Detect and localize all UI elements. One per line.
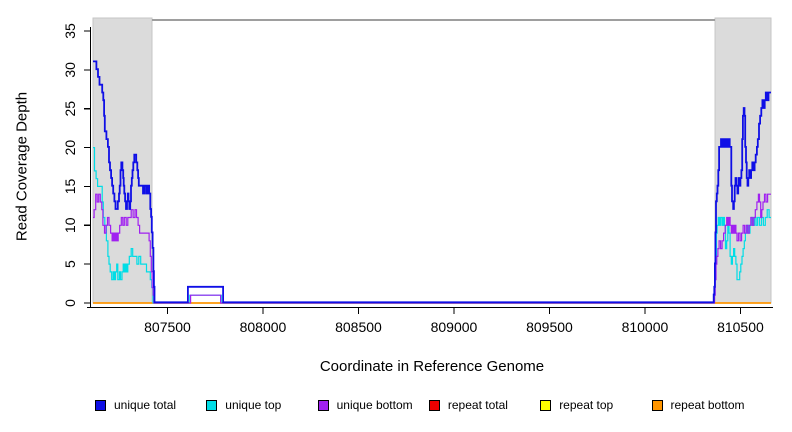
x-tick-label: 807500 — [144, 319, 191, 335]
x-tick-label: 809500 — [526, 319, 573, 335]
x-tick-label: 808500 — [335, 319, 382, 335]
series-line-unique-total — [93, 60, 771, 304]
y-axis-title: Read Coverage Depth — [13, 91, 31, 242]
x-tick-label: 808000 — [240, 319, 287, 335]
x-tick-label: 810500 — [717, 319, 764, 335]
y-tick-label: 35 — [62, 23, 78, 39]
y-tick-label: 20 — [62, 140, 78, 156]
x-tick-label: 809000 — [431, 319, 478, 335]
left-repeat-shade — [92, 17, 153, 304]
series-line-unique-top — [93, 147, 771, 304]
x-axis-title: Coordinate in Reference Genome — [319, 358, 545, 375]
y-tick-label: 15 — [62, 178, 78, 194]
y-tick-label: 25 — [62, 101, 78, 117]
y-tick-label: 10 — [62, 217, 78, 233]
y-tick-label: 0 — [62, 299, 78, 307]
y-tick-label: 5 — [62, 260, 78, 268]
x-tick-label: 810000 — [622, 319, 669, 335]
y-tick-label: 30 — [62, 62, 78, 78]
